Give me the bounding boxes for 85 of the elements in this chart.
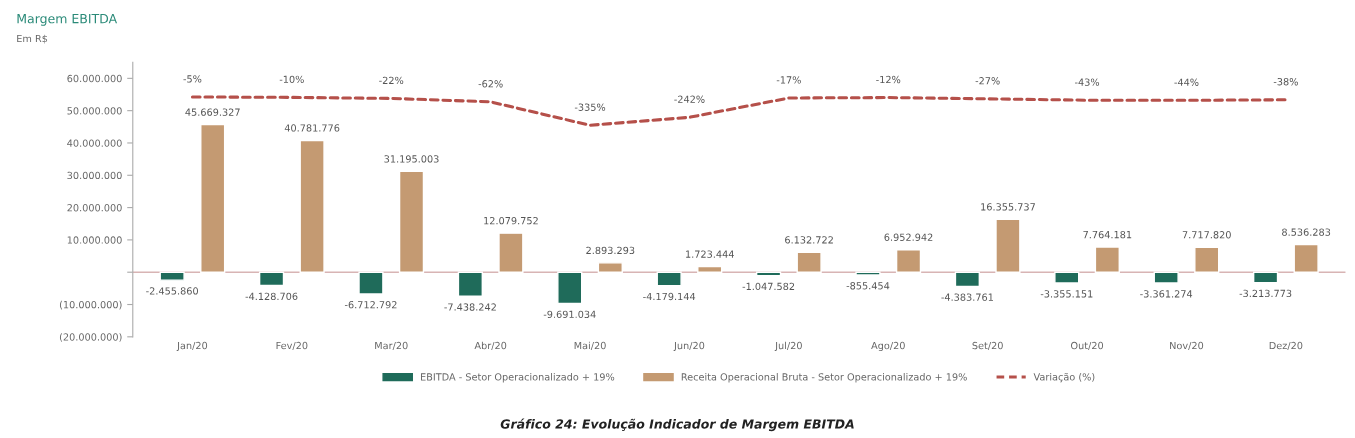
- data-label: -3.361.274: [1140, 290, 1193, 298]
- data-label: -4.128.706: [245, 292, 298, 301]
- data-label: -2.455.860: [146, 287, 198, 295]
- data-label: 6.952.942: [884, 233, 933, 241]
- bar: [557, 271, 583, 305]
- text: Em R$: [17, 34, 48, 44]
- x-tick-label: Nov/20: [1170, 341, 1204, 350]
- x-tick-label: Jun/20: [673, 341, 705, 352]
- x-tick-label: Ago/20: [871, 341, 905, 352]
- bar: [159, 271, 185, 281]
- x-tick-label: Jan/20: [176, 341, 208, 352]
- data-label: -4.179.144: [643, 292, 696, 301]
- data-label: -855.454: [846, 282, 890, 290]
- y-tick-label: 40.000.000: [67, 139, 122, 147]
- y-tick-label: 50.000.000: [67, 107, 122, 115]
- data-label: 40.781.776: [284, 124, 340, 132]
- y-tick-label: 60.000.000: [67, 74, 122, 83]
- bar: [995, 218, 1021, 273]
- data-label: 7.764.181: [1083, 230, 1132, 239]
- bar: [398, 170, 425, 273]
- bar: [258, 271, 285, 287]
- x-tick-label: Set/20: [972, 341, 1003, 350]
- y-tick-label: (10.000.000): [59, 300, 122, 310]
- data-label: -4.383.761: [941, 293, 993, 301]
- data-label: 8.536.283: [1282, 228, 1331, 236]
- bar: [954, 271, 981, 288]
- data-label: -62%: [478, 80, 503, 88]
- data-label: -9.691.034: [543, 310, 596, 318]
- bar: [1252, 271, 1279, 284]
- x-tick-label: Jul/20: [774, 341, 802, 352]
- legend-label: EBITDA - Setor Operacionalizado + 19%: [421, 373, 615, 383]
- data-label: -5%: [183, 75, 202, 83]
- data-label: -242%: [674, 95, 705, 103]
- data-label: 45.669.327: [185, 108, 240, 116]
- bar: [457, 271, 483, 297]
- x-tick-label: Fev/20: [276, 341, 308, 350]
- bar: [697, 265, 723, 273]
- bar: [1153, 271, 1179, 284]
- y-tick-label: 10.000.000: [67, 236, 122, 244]
- data-label: -27%: [975, 77, 1000, 85]
- bar: [498, 232, 524, 273]
- data-label: -6.712.792: [344, 301, 397, 309]
- data-label: -10%: [279, 75, 304, 83]
- x-tick-label: Mai/20: [574, 341, 606, 350]
- bar: [597, 262, 623, 273]
- data-label: -22%: [379, 76, 404, 85]
- y-tick-label: 30.000.000: [67, 171, 122, 180]
- legend-label: Receita Operacional Bruta - Setor Operacionalizado + 19%: [681, 373, 967, 383]
- bar: [855, 271, 881, 276]
- text: Gráfico 24: Evolução Indicador de Margem EBITDA: [500, 418, 854, 432]
- data-label: -1.047.582: [742, 282, 795, 291]
- bar: [200, 123, 226, 273]
- data-label: -43%: [1074, 78, 1100, 86]
- data-label: -17%: [776, 76, 801, 84]
- data-label: -335%: [574, 103, 606, 111]
- data-label: 2.893.293: [586, 246, 635, 255]
- x-tick-label: Dez/20: [1269, 341, 1303, 350]
- data-label: -3.355.151: [1040, 290, 1093, 298]
- data-label: -3.213.773: [1239, 289, 1292, 298]
- bar: [358, 271, 384, 295]
- bar: [299, 139, 325, 273]
- y-tick-label: (20.000.000): [59, 333, 122, 342]
- bar: [1094, 246, 1120, 273]
- chart-title: Margem EBITDA: [17, 14, 118, 26]
- data-label: -44%: [1174, 78, 1199, 86]
- data-label: -38%: [1273, 78, 1298, 86]
- data-label: 12.079.752: [484, 216, 538, 225]
- bar: [1194, 246, 1220, 273]
- data-label: 7.717.820: [1182, 231, 1231, 239]
- bar: [656, 271, 682, 287]
- bar: [1054, 271, 1080, 284]
- bar: [1293, 243, 1319, 273]
- y-tick-label: 20.000.000: [67, 204, 122, 212]
- x-tick-label: Out/20: [1070, 341, 1104, 350]
- x-tick-label: Mar/20: [375, 341, 408, 350]
- data-label: -7.438.242: [444, 303, 496, 311]
- bar: [796, 251, 822, 273]
- data-label: -12%: [876, 75, 901, 84]
- data-label: 6.132.722: [785, 236, 833, 244]
- data-label: 1.723.444: [686, 250, 734, 258]
- x-tick-label: Abr/20: [474, 341, 507, 350]
- data-label: 16.355.737: [981, 203, 1035, 211]
- bar: [895, 249, 922, 273]
- data-label: 31.195.003: [384, 155, 439, 163]
- legend-label: Variação (%): [1033, 372, 1095, 383]
